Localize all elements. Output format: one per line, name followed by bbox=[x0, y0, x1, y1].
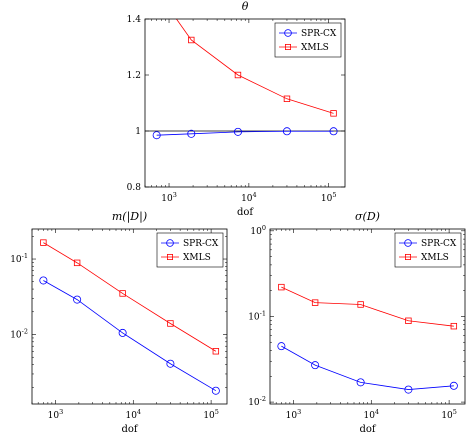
y-tick-label: 10-2 bbox=[10, 328, 28, 341]
data-point-xmls bbox=[283, 95, 291, 102]
x-tick-label: 104 bbox=[125, 408, 141, 421]
legend-box bbox=[156, 232, 224, 268]
x-axis-label: dof bbox=[359, 424, 376, 435]
series-group bbox=[152, 19, 338, 140]
legend-label: SPR-CX bbox=[421, 239, 457, 249]
y-tick-label: 1 bbox=[135, 127, 141, 137]
data-point-spr-cx bbox=[404, 385, 413, 394]
data-point-spr-cx bbox=[211, 386, 220, 395]
series-line-xmls bbox=[43, 242, 217, 352]
series-line-xmls bbox=[175, 19, 334, 114]
chart-title: θ bbox=[242, 0, 249, 13]
data-point-xmls bbox=[278, 283, 285, 291]
legend: SPR-CX XMLS bbox=[394, 232, 462, 268]
chart-sigma-d: σ(D) dof 103 104 105 10-2 10-1 100 SPR-CX XMLS bbox=[248, 210, 466, 435]
data-point-spr-cx bbox=[311, 361, 320, 370]
legend-marker bbox=[284, 44, 291, 51]
legend-box bbox=[274, 22, 342, 58]
data-point-xmls bbox=[311, 299, 319, 306]
x-tick-label: 105 bbox=[203, 408, 219, 421]
x-tick-label: 103 bbox=[48, 408, 64, 421]
chart-title: σ(D) bbox=[355, 210, 380, 223]
data-point-spr-cx bbox=[187, 129, 196, 138]
data-point-xmls bbox=[167, 320, 174, 327]
data-point-xmls bbox=[357, 301, 364, 308]
data-point-spr-cx bbox=[39, 276, 48, 285]
legend-marker bbox=[404, 239, 412, 247]
legend-label: XMLS bbox=[421, 253, 449, 263]
series-group bbox=[277, 283, 458, 394]
data-point-xmls bbox=[40, 239, 47, 246]
data-point-spr-cx bbox=[118, 328, 127, 337]
legend-marker bbox=[284, 29, 292, 37]
data-point-spr-cx bbox=[152, 131, 161, 140]
chart-m-abs-d: m(|D|) dof 103 104 105 10-2 10-1 SPR-CX XMLS bbox=[10, 210, 228, 435]
data-point-xmls bbox=[330, 110, 337, 117]
series-group bbox=[39, 239, 220, 395]
y-tick-label: 10-2 bbox=[248, 395, 266, 408]
legend-label: SPR-CX bbox=[183, 239, 219, 249]
data-point-spr-cx bbox=[166, 359, 175, 368]
data-point-xmls bbox=[405, 317, 412, 324]
y-tick-label: 1.2 bbox=[127, 71, 141, 81]
data-point-xmls bbox=[212, 348, 220, 355]
series-line-spr-cx bbox=[156, 130, 334, 136]
data-point-xmls bbox=[119, 290, 126, 297]
series-line-spr-cx bbox=[281, 345, 454, 390]
y-tick-label: 100 bbox=[250, 224, 266, 237]
plot-frame bbox=[144, 18, 346, 188]
legend-marker bbox=[166, 239, 174, 247]
data-point-spr-cx bbox=[233, 127, 242, 136]
x-tick-label: 103 bbox=[286, 408, 302, 421]
data-point-spr-cx bbox=[329, 127, 338, 136]
chart-title: m(|D|) bbox=[112, 210, 147, 224]
y-tick-label: 10-1 bbox=[248, 309, 266, 322]
data-point-spr-cx bbox=[449, 381, 458, 390]
y-tick-label: 1.4 bbox=[127, 15, 142, 25]
chart-theta: θ dof 103 104 105 0.8 1 1.2 1.4 SPR-CX XMLS bbox=[127, 0, 346, 218]
x-tick-label: 105 bbox=[321, 191, 337, 204]
data-point-xmls bbox=[234, 71, 242, 79]
x-axis-label: dof bbox=[121, 424, 138, 435]
y-tick-label: 0.8 bbox=[127, 183, 142, 193]
legend-label: SPR-CX bbox=[301, 29, 337, 39]
data-point-spr-cx bbox=[73, 295, 82, 304]
legend: SPR-CX XMLS bbox=[156, 232, 224, 268]
x-tick-label: 105 bbox=[441, 408, 457, 421]
data-point-xmls bbox=[450, 322, 458, 330]
legend-label: XMLS bbox=[183, 253, 211, 263]
data-point-spr-cx bbox=[277, 342, 286, 351]
plot-frame bbox=[31, 228, 228, 405]
x-tick-label: 103 bbox=[161, 191, 177, 204]
series-line-spr-cx bbox=[43, 280, 217, 392]
y-tick-label: 10-1 bbox=[10, 252, 28, 265]
x-tick-label: 104 bbox=[241, 191, 257, 204]
data-point-spr-cx bbox=[282, 127, 291, 136]
legend-box bbox=[394, 232, 462, 268]
plot-frame bbox=[269, 228, 466, 405]
legend-marker bbox=[404, 253, 411, 260]
data-point-spr-cx bbox=[356, 378, 365, 387]
legend-marker bbox=[166, 253, 173, 260]
legend-label: XMLS bbox=[301, 43, 329, 53]
legend: SPR-CX XMLS bbox=[274, 22, 342, 58]
series-line-xmls bbox=[281, 286, 454, 327]
data-point-xmls bbox=[73, 259, 81, 267]
x-tick-label: 104 bbox=[363, 408, 379, 421]
x-axis-label: dof bbox=[237, 207, 254, 218]
data-point-xmls bbox=[188, 36, 195, 44]
